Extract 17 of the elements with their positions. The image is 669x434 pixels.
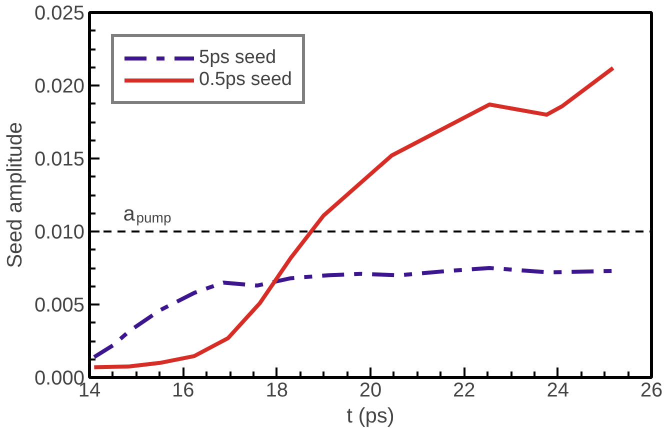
x-axis-title: t (ps) (346, 404, 394, 428)
ref-line-label: apump (123, 202, 172, 226)
line-series (92, 66, 616, 370)
x-tick-label: 20 (359, 380, 382, 402)
y-tick-label: 0.010 (34, 222, 85, 244)
x-tick-label: 16 (172, 380, 194, 402)
x-tick-label: 22 (453, 380, 476, 402)
legend-label: 5ps seed (199, 47, 276, 69)
y-axis-title: Seed amplitude (3, 122, 26, 268)
y-tick-label: 0.005 (34, 294, 85, 316)
y-tick-label: 0.015 (34, 148, 85, 170)
x-tick-label: 24 (546, 380, 569, 402)
x-tick-label: 18 (266, 380, 288, 402)
y-tick-label: 0.020 (34, 76, 85, 98)
x-tick-label: 26 (640, 380, 663, 402)
legend-label: 0.5ps seed (199, 69, 292, 91)
y-tick-label: 0.025 (34, 2, 85, 24)
